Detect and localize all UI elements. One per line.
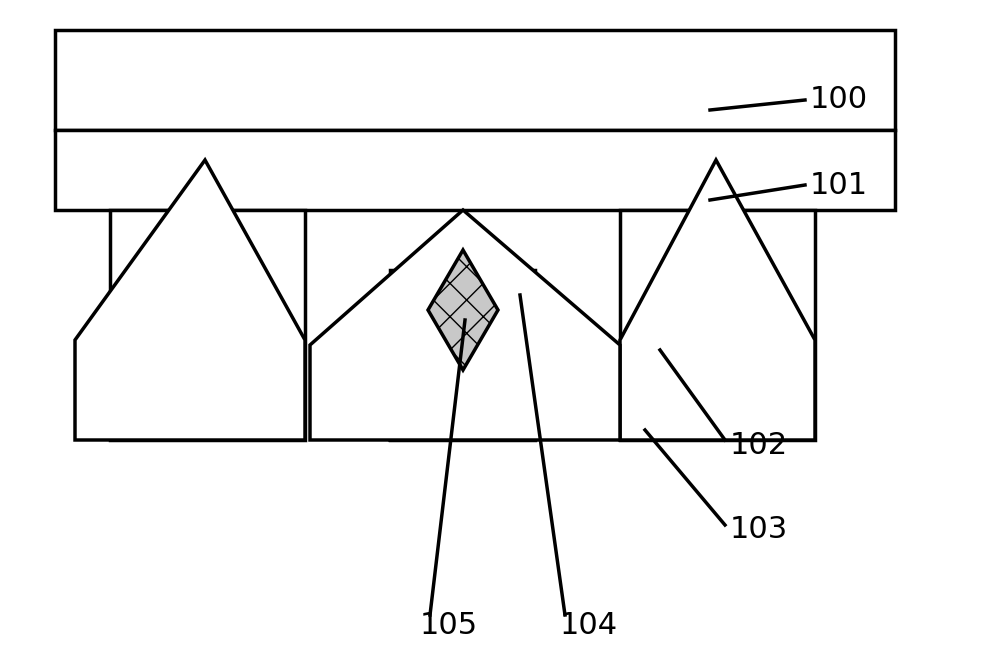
Polygon shape [75, 160, 305, 440]
Text: 101: 101 [810, 170, 868, 199]
Text: 102: 102 [730, 431, 788, 460]
Bar [55, 130, 895, 210]
Text: 105: 105 [420, 611, 478, 639]
Bar [55, 30, 895, 130]
Text: 104: 104 [560, 611, 618, 639]
Polygon shape [428, 250, 498, 370]
Text: 103: 103 [730, 515, 788, 544]
Bar [620, 210, 815, 440]
Polygon shape [310, 210, 620, 440]
Text: 100: 100 [810, 85, 868, 115]
Bar [110, 210, 305, 440]
Bar [390, 270, 535, 440]
Polygon shape [390, 215, 535, 440]
Polygon shape [620, 160, 815, 440]
